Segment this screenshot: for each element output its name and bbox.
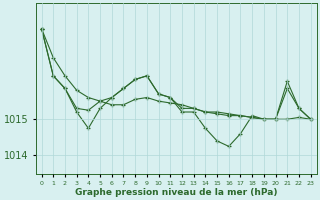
X-axis label: Graphe pression niveau de la mer (hPa): Graphe pression niveau de la mer (hPa) [75, 188, 277, 197]
